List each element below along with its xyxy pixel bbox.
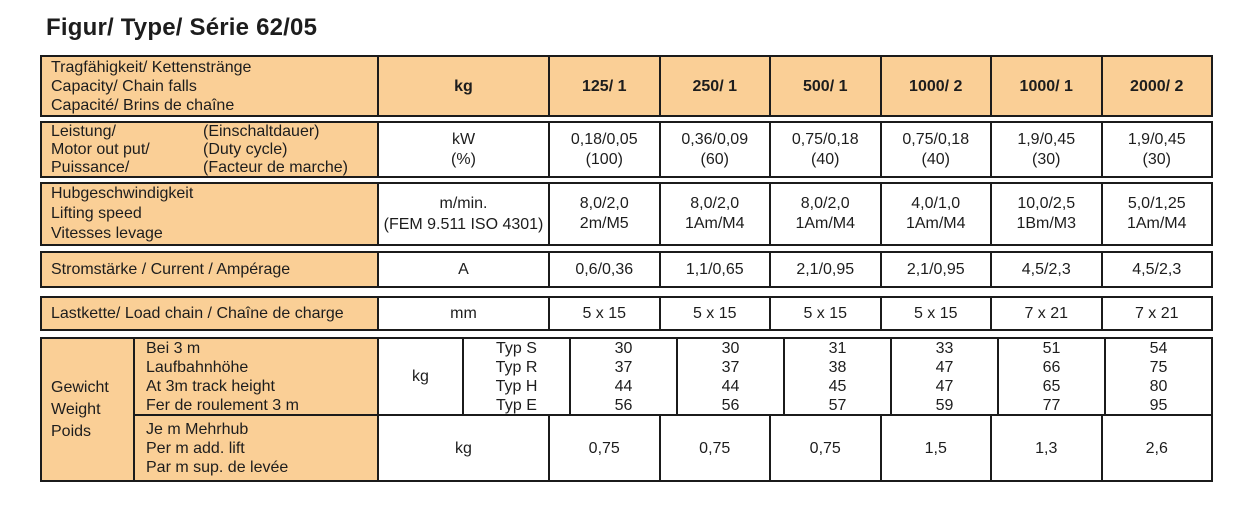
value-cell: 8,0/2,0 1Am/M4	[769, 184, 880, 244]
capacity-unit-cell: kg	[377, 57, 548, 115]
value-cell: 31 38 45 57	[783, 339, 890, 414]
value-cell: 1,9/0,45 (30)	[990, 123, 1101, 176]
value-cell: 2,1/0,95	[879, 253, 991, 286]
weight-perm-unit-cell: kg	[377, 416, 548, 480]
motor-label-cell: Leistung/ Motor out put/ Puissance/ (Ein…	[42, 123, 377, 176]
model-col-header: 250/ 1	[658, 57, 769, 115]
value-cell: 5 x 15	[769, 298, 880, 329]
value-cell: 7 x 21	[1100, 298, 1212, 329]
load-chain-row: Lastkette/ Load chain / Chaîne de charge…	[40, 296, 1213, 331]
current-label-cell: Stromstärke / Current / Ampérage	[42, 253, 377, 286]
page-title: Figur/ Type/ Série 62/05	[46, 14, 318, 41]
motor-unit-cell: kW (%)	[377, 123, 548, 176]
value-cell: 0,18/0,05 (100)	[548, 123, 659, 176]
model-col-header: 1000/ 1	[990, 57, 1101, 115]
value-cell: 0,75	[548, 416, 659, 480]
value-cell: 51 66 65 77	[997, 339, 1104, 414]
current-row: Stromstärke / Current / Ampérage A 0,6/0…	[40, 251, 1213, 288]
motor-label-notes: (Einschaltdauer) (Duty cycle) (Facteur d…	[203, 123, 348, 176]
value-cell: 30 37 44 56	[676, 339, 783, 414]
value-cell: 7 x 21	[990, 298, 1101, 329]
chain-unit-cell: mm	[377, 298, 548, 329]
weight-at3m-unit-cell: kg	[377, 339, 462, 414]
value-cell: 5,0/1,25 1Am/M4	[1100, 184, 1212, 244]
value-cell: 5 x 15	[658, 298, 770, 329]
value-cell: 0,75	[769, 416, 880, 480]
capacity-label-cell: Tragfähigkeit/ Kettenstränge Capacity/ C…	[42, 57, 377, 115]
value-cell: 4,0/1,0 1Am/M4	[879, 184, 991, 244]
weight-per-m-row: Je m Mehrhub Per m add. lift Par m sup. …	[135, 416, 1211, 480]
weight-group-label: Gewicht Weight Poids	[42, 339, 135, 480]
value-cell: 0,75	[658, 416, 770, 480]
value-cell: 8,0/2,0 1Am/M4	[658, 184, 770, 244]
current-unit-cell: A	[377, 253, 548, 286]
weight-section: Gewicht Weight Poids Bei 3 m Laufbahnhöh…	[40, 337, 1213, 482]
value-cell: 5 x 15	[548, 298, 659, 329]
value-cell: 2,6	[1100, 416, 1212, 480]
lifting-speed-row: Hubgeschwindigkeit Lifting speed Vitesse…	[40, 182, 1213, 246]
model-col-header: 2000/ 2	[1100, 57, 1211, 115]
value-cell: 0,36/0,09 (60)	[658, 123, 770, 176]
value-cell: 2,1/0,95	[769, 253, 880, 286]
header-row: Tragfähigkeit/ Kettenstränge Capacity/ C…	[40, 55, 1213, 117]
chain-label-cell: Lastkette/ Load chain / Chaîne de charge	[42, 298, 377, 329]
value-cell: 4,5/2,3	[1100, 253, 1212, 286]
speed-unit-cell: m/min. (FEM 9.511 ISO 4301)	[377, 184, 548, 244]
value-cell: 1,3	[990, 416, 1101, 480]
motor-label-terms: Leistung/ Motor out put/ Puissance/	[51, 123, 150, 176]
value-cell: 54 75 80 95	[1104, 339, 1211, 414]
weight-at-3m-row: Bei 3 m Laufbahnhöhe At 3m track height …	[135, 339, 1211, 416]
value-cell: 5 x 15	[879, 298, 991, 329]
value-cell: 1,1/0,65	[658, 253, 770, 286]
model-col-header: 125/ 1	[548, 57, 659, 115]
weight-at3m-label-cell: Bei 3 m Laufbahnhöhe At 3m track height …	[135, 339, 377, 414]
value-cell: 0,75/0,18 (40)	[769, 123, 880, 176]
weight-rows: Bei 3 m Laufbahnhöhe At 3m track height …	[135, 339, 1211, 480]
motor-output-row: Leistung/ Motor out put/ Puissance/ (Ein…	[40, 121, 1213, 178]
value-cell: 10,0/2,5 1Bm/M3	[990, 184, 1101, 244]
value-cell: 0,6/0,36	[548, 253, 659, 286]
value-cell: 1,9/0,45 (30)	[1100, 123, 1212, 176]
value-cell: 1,5	[879, 416, 991, 480]
value-cell: 8,0/2,0 2m/M5	[548, 184, 659, 244]
weight-type-list-cell: Typ S Typ R Typ H Typ E	[462, 339, 569, 414]
model-col-header: 500/ 1	[769, 57, 880, 115]
value-cell: 4,5/2,3	[990, 253, 1101, 286]
speed-label-cell: Hubgeschwindigkeit Lifting speed Vitesse…	[42, 184, 377, 244]
value-cell: 30 37 44 56	[569, 339, 676, 414]
weight-perm-label-cell: Je m Mehrhub Per m add. lift Par m sup. …	[135, 416, 377, 480]
model-col-header: 1000/ 2	[879, 57, 990, 115]
value-cell: 0,75/0,18 (40)	[879, 123, 991, 176]
value-cell: 33 47 47 59	[890, 339, 997, 414]
